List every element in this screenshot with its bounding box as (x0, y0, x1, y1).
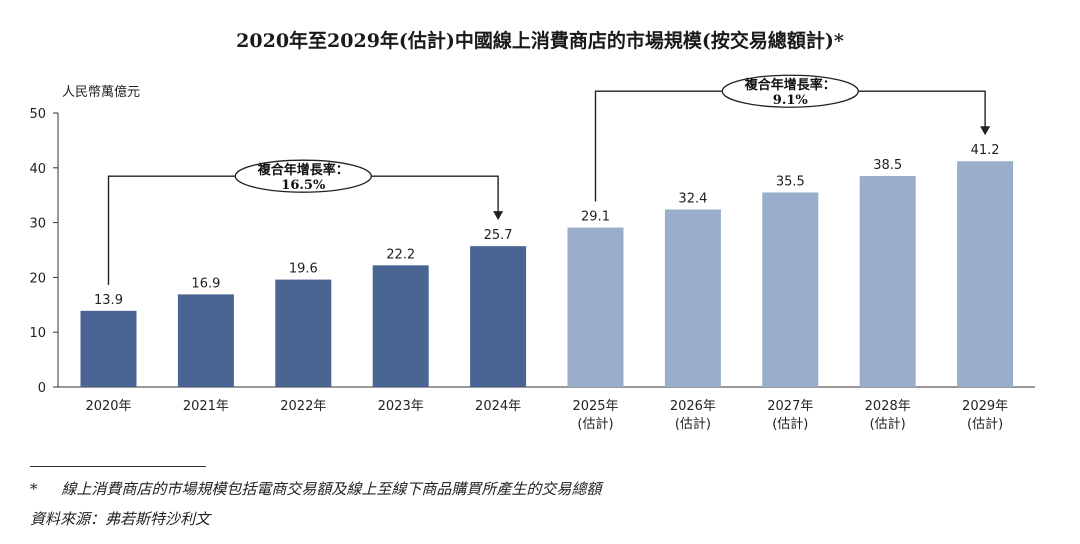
cagr-label: 複合年增長率： (257, 162, 349, 178)
bar (372, 265, 429, 387)
cagr-arrowhead (493, 211, 504, 221)
chart-title: 2020年至2029年(估計)中國線上消費商店的市場規模(按交易總額計)* (236, 30, 844, 52)
y-tick-label: 30 (29, 217, 46, 232)
bar (567, 227, 624, 387)
cagr-ellipse (234, 159, 372, 193)
data-label: 19.6 (289, 262, 318, 277)
bar (762, 192, 819, 387)
y-tick-label: 20 (29, 271, 46, 286)
x-tick-label: 2029年 (962, 399, 1008, 414)
y-tick-label: 50 (29, 107, 46, 122)
x-tick-label: 2022年 (280, 399, 326, 414)
bar (80, 310, 137, 387)
x-tick-label: 2024年 (475, 399, 521, 414)
data-label: 22.2 (386, 247, 415, 262)
data-label: 29.1 (581, 210, 610, 225)
source-note: 資料來源：弗若斯特沙利文 (30, 510, 211, 528)
x-tick-note: (估計) (577, 416, 613, 432)
cagr-label: 複合年增長率： (744, 77, 836, 93)
footnote: * 線上消費商店的市場規模包括電商交易額及線上至線下商品購買所產生的交易總額 (30, 480, 602, 498)
x-tick-note: (估計) (870, 416, 906, 432)
x-tick-label: 2025年 (572, 399, 618, 414)
data-label: 13.9 (94, 293, 123, 308)
axes: 人民幣萬億元 0 10 20 30 40 50 (29, 84, 1035, 396)
data-label: 16.9 (191, 276, 220, 291)
x-tick-note: (估計) (675, 416, 711, 432)
y-axis-label: 人民幣萬億元 (62, 84, 140, 100)
cagr-ellipse (721, 74, 859, 108)
bar (859, 176, 916, 387)
x-tick-label: 2021年 (183, 399, 229, 414)
bar (275, 279, 332, 387)
cagr-arrowhead (980, 126, 991, 136)
data-label: 32.4 (678, 191, 707, 206)
bar (177, 294, 234, 387)
data-label: 41.2 (971, 143, 1000, 158)
bar (664, 209, 721, 387)
cagr-value: 9.1% (773, 93, 809, 108)
footnote-rule (30, 466, 206, 467)
x-tick-label: 2027年 (767, 399, 813, 414)
y-tick-label: 40 (29, 162, 46, 177)
x-tick-label: 2028年 (865, 399, 911, 414)
y-tick-label: 0 (38, 381, 46, 396)
cagr-annotations: 複合年增長率：16.5%複合年增長率：9.1% (107, 74, 991, 285)
bar (470, 246, 527, 387)
x-tick-label: 2020年 (85, 399, 131, 414)
x-tick-label: 2023年 (378, 399, 424, 414)
x-tick-note: (估計) (967, 416, 1003, 432)
y-tick-label: 10 (29, 326, 46, 341)
bars (80, 161, 1014, 387)
data-label: 35.5 (776, 174, 805, 189)
x-tick-note: (估計) (772, 416, 808, 432)
cagr-value: 16.5% (281, 178, 326, 193)
bar (957, 161, 1014, 387)
data-label: 25.7 (484, 228, 513, 243)
labels: 13.9 2020年 16.9 2021年 19.6 2022年 22.2 2023年 25.7… (85, 143, 1008, 432)
data-label: 38.5 (873, 158, 902, 173)
x-tick-label: 2026年 (670, 399, 716, 414)
bar-chart: 人民幣萬億元 0 10 20 30 40 50 13.9 2020年 16.9 2021年 19.6… (29, 74, 1035, 432)
